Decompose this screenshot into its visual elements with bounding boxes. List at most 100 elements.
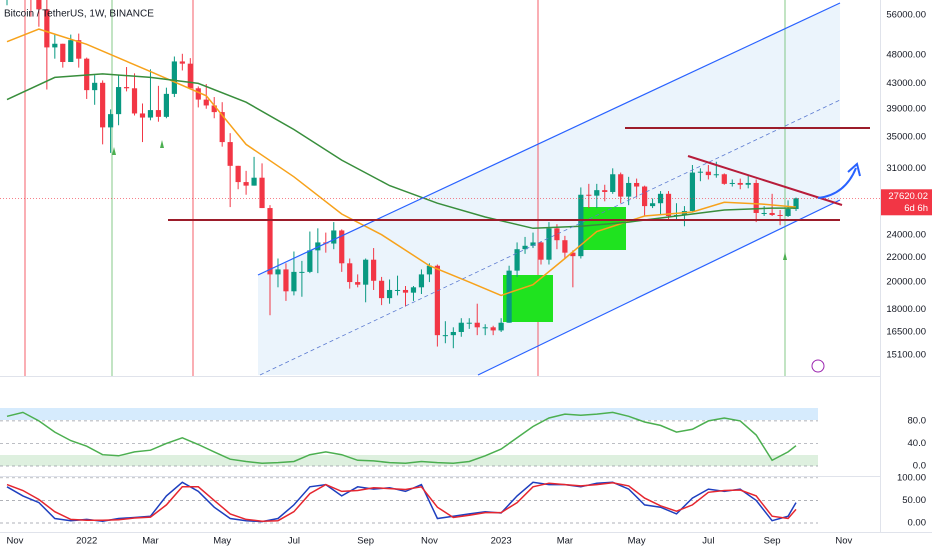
candle-body <box>474 322 480 328</box>
candle-body <box>386 289 393 299</box>
y-tick-label: 16500.00 <box>886 327 926 338</box>
candle-body <box>737 182 743 185</box>
x-tick-label: Sep <box>764 536 781 547</box>
y-tick-label: 80.0 <box>908 415 927 426</box>
candle-body <box>339 230 345 264</box>
channel-mid <box>259 99 841 376</box>
y-tick-label: 24000.00 <box>886 229 926 240</box>
y-tick-label: 43000.00 <box>886 78 926 89</box>
plot-area <box>0 0 880 349</box>
candle-body <box>793 198 799 210</box>
candle-body <box>92 82 98 91</box>
candle-body <box>187 63 193 89</box>
candle-body <box>378 280 385 299</box>
line <box>6 28 797 297</box>
candle-body <box>665 193 672 216</box>
candle-body <box>490 327 496 331</box>
line <box>6 481 797 523</box>
y-tick-label: 35000.00 <box>886 131 926 142</box>
signal-arrow <box>112 147 116 155</box>
y-tick-label: 39000.00 <box>886 103 926 114</box>
candle-body <box>291 271 297 292</box>
channel-line <box>477 199 841 376</box>
candle-body <box>426 265 433 275</box>
channel-fill <box>258 3 840 375</box>
candle-body <box>482 327 488 329</box>
drawings <box>0 0 932 533</box>
price-label-box <box>881 189 932 216</box>
y-tick-label: 22000.00 <box>886 252 926 263</box>
candle-body <box>179 61 185 64</box>
candle-body <box>410 287 417 293</box>
candle-body <box>745 182 751 185</box>
candle-body <box>546 228 552 260</box>
candle-body <box>211 105 217 113</box>
oscillator-pane <box>0 477 818 524</box>
candle-body <box>466 322 472 324</box>
candle-body <box>538 242 544 260</box>
x-tick-label: Jul <box>288 536 300 547</box>
candle-body <box>458 322 464 332</box>
candle-body <box>761 212 767 214</box>
candle-body <box>753 182 759 213</box>
y-tick-label: 20000.00 <box>886 277 926 288</box>
line <box>6 411 797 464</box>
countdown: 6d 6h <box>904 203 928 214</box>
candle-body <box>570 252 576 257</box>
candle-body <box>498 322 504 331</box>
candle-body <box>586 194 592 196</box>
chart-title: Bitcoin / TetherUS, 1W, BINANCE <box>4 9 154 20</box>
candle-body <box>618 174 624 197</box>
candle-body <box>442 335 448 337</box>
candle-body <box>60 43 66 62</box>
x-tick-label: Mar <box>142 536 158 547</box>
candle-body <box>697 171 703 173</box>
candle-body <box>522 245 528 250</box>
candle-body <box>299 271 305 273</box>
candle-body <box>418 274 425 288</box>
candle-body <box>259 177 265 209</box>
axes: 56000.00 48000.00 43000.00 39000.00 35000.00… <box>7 9 932 547</box>
event-icon[interactable] <box>811 359 825 373</box>
y-tick-label: 15100.00 <box>886 350 926 361</box>
x-tick-label: 2023 <box>491 536 512 547</box>
oscillator-pane <box>0 411 818 467</box>
arrow-head <box>847 162 861 177</box>
candle-body <box>131 88 138 114</box>
candle-body <box>68 40 74 62</box>
signal-arrow <box>783 252 787 260</box>
x-tick-label: Mar <box>557 536 573 547</box>
candle-body <box>594 190 600 196</box>
candle-body <box>123 87 130 89</box>
candle-body <box>402 289 409 293</box>
candle-body <box>777 214 783 216</box>
candle-body <box>602 190 608 192</box>
candle-body <box>450 331 456 336</box>
candle-body <box>347 263 353 283</box>
forecast-arrow <box>817 167 857 199</box>
candle-body <box>307 250 313 272</box>
x-tick-label: Sep <box>357 536 374 547</box>
candle-body <box>36 0 42 10</box>
candle-body <box>267 208 273 275</box>
candle-body <box>227 142 233 166</box>
y-tick-label: 56000.00 <box>886 9 926 20</box>
candle-body <box>721 174 727 184</box>
candle-body <box>331 230 337 244</box>
candle-body <box>115 87 122 115</box>
signal-arrow <box>160 140 164 148</box>
candle-body <box>108 114 114 128</box>
candle-body <box>235 165 241 183</box>
candle-body <box>219 112 225 143</box>
candle-body <box>147 110 154 118</box>
x-tick-label: Nov <box>421 536 438 547</box>
candle-body <box>713 174 719 176</box>
y-tick-label: 31000.00 <box>886 163 926 174</box>
x-tick-label: May <box>628 536 646 547</box>
triangle-line <box>687 155 843 206</box>
y-tick-label: 50.00 <box>902 495 926 506</box>
candle-body <box>363 259 369 285</box>
candle-body <box>275 269 281 275</box>
candle-body <box>785 209 791 216</box>
x-tick-label: 2022 <box>76 536 97 547</box>
